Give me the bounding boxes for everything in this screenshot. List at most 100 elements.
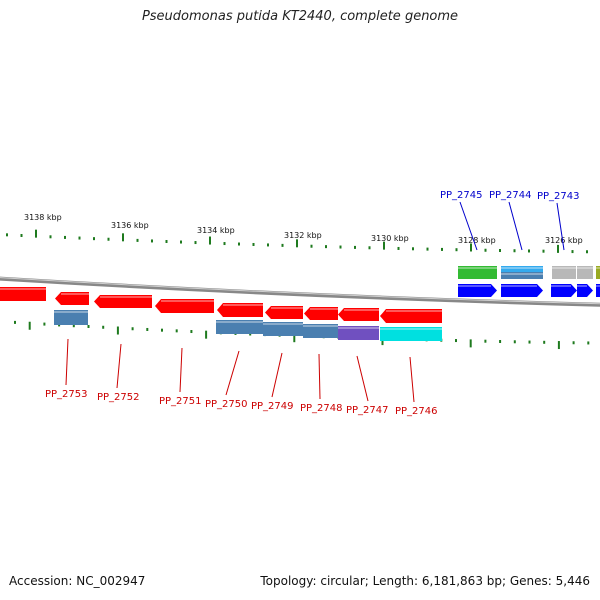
ruler-tick	[87, 324, 90, 328]
cds-arrow-shine	[0, 288, 46, 290]
ruler-tick	[209, 236, 211, 245]
ruler-tick	[557, 341, 560, 350]
gene-label: PP_2752	[97, 392, 140, 403]
ruler-tick	[122, 233, 124, 242]
gene-bar	[458, 266, 497, 279]
gene-bar-shine	[303, 325, 338, 327]
gene-arrow	[551, 284, 577, 297]
ruler-tick	[499, 340, 502, 344]
ruler-tick	[249, 332, 252, 336]
gene-bar-shine	[380, 328, 442, 330]
leader-line	[508, 201, 523, 251]
ruler-label: 3126 kbp	[545, 236, 583, 245]
ruler-tick	[180, 240, 182, 244]
ruler-tick	[484, 339, 487, 343]
cds-arrow	[94, 295, 152, 308]
cds-arrow-shine	[223, 304, 263, 306]
gene-bar	[552, 266, 576, 279]
ruler-labels: 3138 kbp 3136 kbp 3134 kbp 3132 kbp 3130 kbp…	[24, 213, 583, 245]
ruler-tick	[20, 233, 23, 237]
ruler-tick	[252, 242, 255, 246]
ruler-tick	[175, 329, 178, 333]
ruler-label: 3130 kbp	[371, 234, 409, 243]
gene-bar-shine	[501, 273, 543, 275]
gene-bar	[338, 326, 379, 340]
ruler-tick	[267, 243, 269, 247]
gene-bar	[54, 310, 88, 325]
ruler-tick	[116, 326, 119, 335]
gene-arrow	[501, 284, 543, 297]
gene-bar-shine	[263, 323, 303, 325]
ruler-tick	[14, 320, 16, 324]
ruler-tick	[107, 237, 110, 241]
ruler-tick	[78, 236, 81, 240]
gene-bar	[501, 272, 543, 279]
gene-label: PP_2749	[251, 401, 294, 412]
ruler-tick	[293, 334, 296, 343]
leader-line	[225, 350, 240, 396]
ruler-tick	[238, 242, 240, 246]
leader-line	[116, 343, 122, 389]
cds-arrow-shine	[344, 309, 379, 311]
cds-arrow	[55, 292, 89, 305]
ruler-label: 3132 kbp	[284, 231, 322, 240]
ruler-tick	[587, 341, 590, 345]
ruler-tick	[72, 324, 75, 328]
gene-label: PP_2750	[205, 399, 248, 410]
ruler-tick	[223, 242, 226, 246]
ruler-tick	[93, 237, 95, 241]
cds-arrow	[217, 303, 263, 317]
ruler-tick	[6, 233, 8, 237]
gene-label: PP_2743	[537, 191, 580, 202]
ruler-label: 3128 kbp	[458, 236, 496, 245]
ruler-tick	[339, 245, 342, 249]
leader-line	[65, 338, 69, 386]
gene-bar-shine	[577, 267, 593, 269]
ruler-tick	[43, 322, 46, 326]
cds-arrow-shine	[61, 293, 89, 295]
leader-line	[318, 353, 321, 400]
gene-bar-shine	[54, 311, 88, 313]
gene-arrow	[458, 284, 497, 297]
ruler-tick	[455, 248, 458, 252]
gene-bar-shine	[338, 327, 379, 329]
leader-line	[271, 352, 283, 398]
gene-label: PP_2753	[45, 389, 88, 400]
cds-arrow-shine	[161, 300, 214, 302]
ruler-tick	[165, 239, 168, 243]
genome-summary: Topology: circular; Length: 6,181,863 bp…	[260, 574, 590, 588]
cds-arrow	[265, 306, 303, 319]
gene-bar	[501, 266, 543, 272]
gene-arrow-shine	[501, 285, 537, 287]
genome-title: Pseudomonas putida KT2440, complete geno…	[141, 9, 459, 24]
cds-arrow-shine	[310, 308, 338, 310]
ruler-tick	[161, 328, 163, 332]
gene-bar-shine	[552, 267, 576, 269]
gene-label: PP_2751	[159, 396, 202, 407]
gene-label: PP_2745	[440, 190, 483, 201]
ruler-tick	[35, 229, 37, 238]
ruler-label: 3138 kbp	[24, 213, 62, 222]
leader-line	[459, 201, 478, 251]
ruler-tick	[397, 246, 400, 250]
gene-arrow-shine	[577, 285, 587, 287]
ruler-tick	[368, 246, 371, 250]
ruler-tick	[412, 247, 414, 251]
gene-labels: PP_2753 PP_2752 PP_2751 PP_2750 PP_2749 PP_27…	[45, 190, 580, 417]
gene-bar-shine	[458, 267, 497, 269]
cds-arrow	[0, 287, 46, 301]
ruler-tick	[325, 245, 327, 249]
leader-line	[409, 356, 415, 403]
ruler-tick	[205, 330, 208, 339]
leader-line	[179, 347, 183, 393]
ruler-tick	[513, 249, 516, 253]
ruler-tick	[528, 249, 530, 253]
ruler-tick	[543, 340, 546, 344]
ruler-tick	[470, 243, 472, 252]
gene-bar	[577, 266, 593, 279]
gene-bar-shine	[596, 267, 600, 269]
ruler-tick	[310, 244, 313, 248]
ruler-tick	[49, 235, 52, 239]
gene-arrow-shine	[551, 285, 571, 287]
